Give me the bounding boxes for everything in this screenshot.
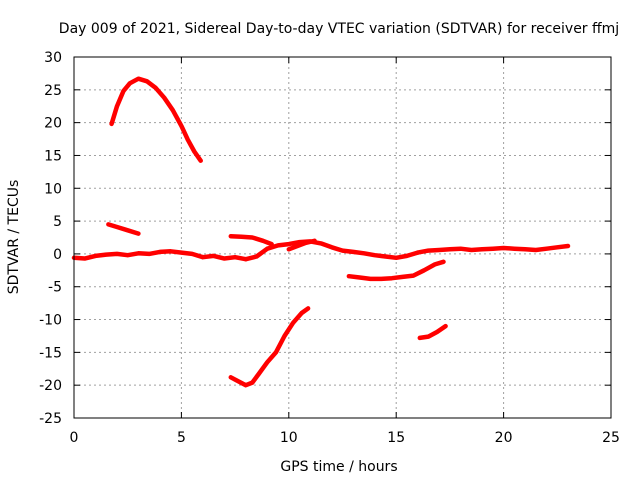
x-tick-label: 25: [602, 430, 620, 446]
series-arc-deep-rise: [228, 306, 311, 388]
plot-frame: [73, 56, 612, 419]
y-axis-label: SDTVAR / TECUs: [6, 180, 22, 295]
series-arc-negative-mid: [346, 259, 446, 282]
y-tick-label: 10: [44, 181, 62, 197]
series-arc-short-rise: [286, 238, 317, 252]
y-tick-label: -25: [39, 411, 62, 427]
series-baseline-late: [415, 243, 571, 255]
series-baseline-early: [71, 249, 249, 262]
series-arc-step-down: [228, 233, 274, 247]
y-tick-label: 5: [53, 214, 62, 230]
y-tick-label: -5: [48, 280, 62, 296]
y-tick-label: -15: [39, 345, 62, 361]
chart-title: Day 009 of 2021, Sidereal Day-to-day VTE…: [59, 21, 619, 37]
x-tick-label: 15: [387, 430, 405, 446]
x-tick-label: 10: [280, 430, 298, 446]
data-series: [71, 76, 571, 388]
y-tick-label: 25: [44, 83, 62, 99]
y-tick-label: 0: [53, 247, 62, 263]
series-baseline-mid: [243, 239, 420, 262]
x-tick-label: 0: [70, 430, 79, 446]
y-tick-label: 15: [44, 148, 62, 164]
x-axis-label: GPS time / hours: [280, 459, 397, 475]
y-tick-label: 20: [44, 116, 62, 132]
series-arc-negative-short: [417, 323, 448, 341]
grid-lines: [74, 57, 611, 418]
x-tick-label: 20: [495, 430, 513, 446]
axis-ticks: [73, 56, 612, 419]
y-tick-label: -20: [39, 378, 62, 394]
y-tick-label: -10: [39, 313, 62, 329]
x-tick-label: 5: [177, 430, 186, 446]
series-arc-small-decline: [106, 222, 141, 236]
series-arc-high-peak: [109, 76, 203, 163]
y-tick-label: 30: [44, 50, 62, 66]
tick-labels: 0 5 10 15 20 25 -25 -20 -15 -10 -5 0 5 10 15 20 25 30: [39, 50, 620, 446]
